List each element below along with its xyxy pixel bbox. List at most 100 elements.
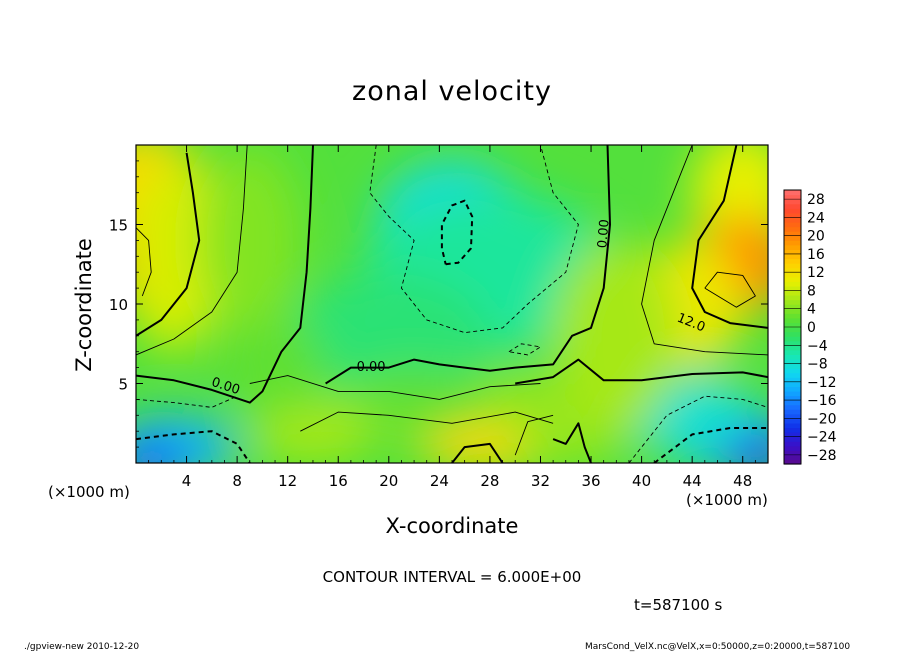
chart-title: zonal velocity: [352, 76, 552, 107]
colorbar-segment: [784, 281, 801, 287]
contour-line: [628, 395, 768, 463]
contour-label: 0.00: [595, 219, 612, 249]
colorbar-segment: [784, 299, 801, 305]
colorbar-segment: [784, 441, 801, 447]
contour-line: [300, 411, 554, 432]
y-axis-unit: (×1000 m): [48, 483, 130, 501]
colorbar-segment: [784, 322, 801, 328]
contour-lines: [136, 145, 768, 463]
contour-label: 0.00: [357, 360, 386, 375]
footer-left: ./gpview-new 2010-12-20: [24, 642, 140, 652]
y-axis-ticks: 5 10 15: [109, 160, 768, 448]
colorbar-segment: [784, 340, 801, 346]
contour-line: [136, 145, 314, 404]
colorbar-segment: [784, 226, 801, 232]
colorbar-segment: [784, 372, 801, 378]
colorbar-segment: [784, 258, 801, 264]
y-axis-label: Z-coordinate: [72, 238, 96, 372]
colorbar-segment: [784, 190, 801, 196]
colorbar: 28 24 20 16 12 8 4 0 −4 −8 −12 −16 −20 −24 −28: [783, 189, 837, 465]
colorbar-label: 4: [807, 302, 816, 318]
contour-line: [136, 152, 201, 337]
contour-line: [641, 145, 768, 356]
contour-line: [136, 227, 152, 297]
contour-line: [514, 414, 554, 456]
colorbar-segment: [784, 418, 801, 424]
contour-interval: CONTOUR INTERVAL = 6.000E+00: [322, 568, 582, 586]
colorbar-segment: [784, 368, 801, 374]
colorbar-segment: [784, 345, 801, 351]
velocity-field: [136, 145, 768, 463]
colorbar-segment: [784, 432, 801, 438]
x-tick-label: 4: [182, 472, 192, 490]
colorbar-segment: [784, 404, 801, 410]
contour-line: [325, 145, 611, 385]
colorbar-segment: [784, 290, 801, 296]
colorbar-segment: [784, 217, 801, 223]
contour-line: [136, 145, 248, 356]
colorbar-segment: [784, 194, 801, 200]
colorbar-segment: [784, 295, 801, 301]
colorbar-segment: [784, 336, 801, 342]
colorbar-label: −16: [807, 393, 837, 409]
colorbar-segment: [784, 231, 801, 237]
contour-line: [653, 427, 768, 463]
colorbar-segment: [784, 363, 801, 369]
colorbar-segment: [784, 244, 801, 250]
colorbar-segment: [784, 308, 801, 314]
contour-line: [440, 199, 474, 266]
x-axis-label: X-coordinate: [385, 514, 519, 538]
x-tick-label: 36: [581, 472, 600, 490]
x-tick-label: 24: [430, 472, 449, 490]
x-tick-label: 8: [232, 472, 242, 490]
colorbar-segment: [784, 276, 801, 282]
colorbar-segment: [784, 381, 801, 387]
x-tick-label: 44: [683, 472, 702, 490]
colorbar-segment: [784, 212, 801, 218]
y-tick-label: 10: [109, 296, 128, 314]
colorbar-segment: [784, 354, 801, 360]
contour-line: [369, 145, 579, 334]
colorbar-label: −4: [807, 338, 828, 354]
colorbar-segment: [784, 317, 801, 324]
colorbar-segment: [784, 272, 801, 278]
colorbar-segment: [784, 358, 801, 365]
x-tick-label: 20: [379, 472, 398, 490]
contour-line: [136, 395, 238, 408]
colorbar-segment: [784, 221, 801, 228]
colorbar-segment: [784, 208, 801, 214]
colorbar-segment: [784, 445, 801, 451]
colorbar-segment: [784, 240, 801, 246]
colorbar-label: 0: [807, 320, 816, 336]
colorbar-label: −28: [807, 448, 837, 464]
colorbar-segment: [784, 436, 801, 442]
contour-line: [515, 358, 768, 385]
contour-line: [552, 422, 592, 463]
time-stamp: t=587100 s: [634, 596, 723, 614]
x-tick-label: 16: [329, 472, 348, 490]
colorbar-segment: [784, 263, 801, 269]
colorbar-segment: [784, 331, 801, 337]
colorbar-label: −20: [807, 411, 837, 427]
colorbar-label: 20: [807, 229, 825, 245]
x-tick-label: 32: [531, 472, 550, 490]
colorbar-label: 24: [807, 210, 825, 226]
colorbar-segment: [784, 304, 801, 310]
contour-line: [249, 375, 541, 400]
colorbar-label: 28: [807, 192, 825, 208]
colorbar-segment: [784, 427, 801, 433]
colorbar-segment: [784, 349, 801, 355]
colorbar-segment: [784, 249, 801, 255]
colorbar-segment: [784, 409, 801, 415]
colorbar-segment: [784, 253, 801, 260]
contour-line: [704, 271, 756, 308]
colorbar-segment: [784, 413, 801, 419]
colorbar-label: −24: [807, 430, 837, 446]
x-tick-label: 28: [480, 472, 499, 490]
x-tick-label: 48: [733, 472, 752, 490]
colorbar-label: −12: [807, 375, 837, 391]
colorbar-segment: [784, 395, 801, 401]
